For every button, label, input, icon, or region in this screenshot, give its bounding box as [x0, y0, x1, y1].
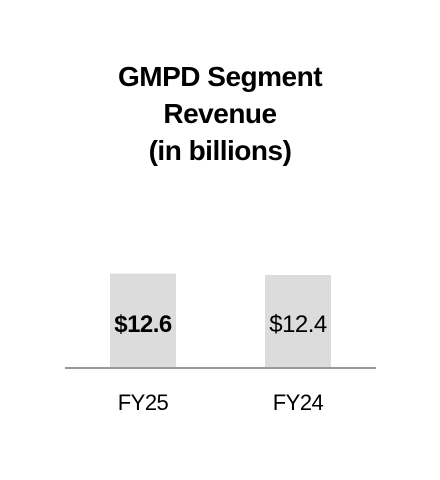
chart-title-line-3: (in billions)	[148, 135, 292, 166]
data-label-fy25: $12.6	[114, 311, 172, 338]
chart-title-line-2: Revenue	[163, 98, 277, 129]
x-tick-label-fy24: FY24	[273, 390, 324, 415]
chart-title-line-1: GMPD Segment	[117, 61, 323, 92]
bar-fy25	[110, 273, 176, 368]
bar-fy24	[265, 275, 331, 368]
x-tick-label-fy25: FY25	[118, 390, 169, 415]
data-label-fy24: $12.4	[269, 311, 327, 338]
